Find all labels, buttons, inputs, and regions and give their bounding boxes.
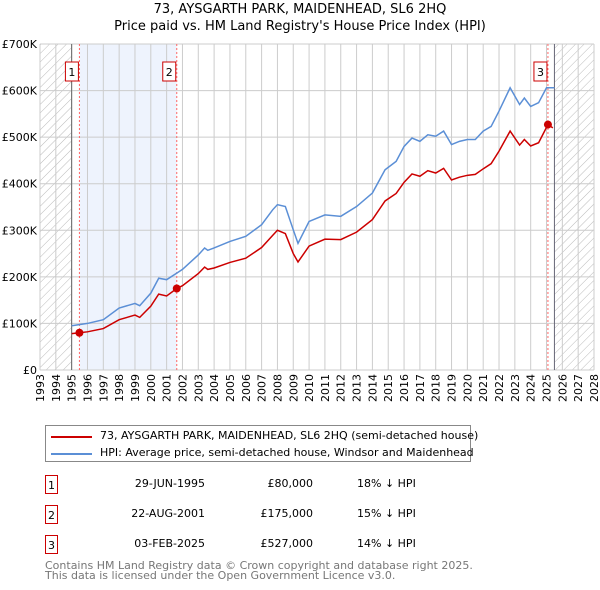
x-tick-label: 2002 — [176, 374, 189, 402]
sale-label-number: 1 — [68, 66, 75, 79]
sale-point — [543, 120, 552, 129]
y-tick-label: £700K — [2, 38, 38, 51]
sale-date: 03-FEB-2025 — [134, 537, 205, 550]
sale-hpi-diff: 18% ↓ HPI — [357, 477, 416, 490]
sale-price: £175,000 — [260, 507, 314, 520]
footer-copyright: Contains HM Land Registry data © Crown c… — [45, 559, 473, 572]
y-tick-label: £300K — [2, 224, 38, 237]
sale-price: £80,000 — [267, 477, 314, 490]
x-tick-label: 2020 — [461, 374, 474, 402]
x-tick-label: 1997 — [97, 374, 110, 402]
sale-badge: 3 — [45, 535, 58, 554]
x-tick-label: 2015 — [382, 374, 395, 402]
sale-row: 2 22-AUG-2001 £175,000 15% ↓ HPI — [45, 505, 445, 525]
x-tick-label: 2003 — [192, 374, 205, 402]
sale-label-box — [64, 61, 79, 82]
hatched-region — [554, 44, 594, 370]
y-tick-label: £400K — [2, 178, 38, 191]
sale-point — [75, 328, 84, 337]
x-tick-label: 2024 — [525, 374, 538, 402]
legend-swatch-red — [51, 436, 92, 438]
x-tick-label: 2022 — [493, 374, 506, 402]
chart-title: 73, AYSGARTH PARK, MAIDENHEAD, SL6 2HQ — [153, 2, 447, 17]
x-tick-label: 2013 — [351, 374, 364, 402]
x-tick-label: 2028 — [588, 374, 600, 402]
x-tick-label: 2007 — [256, 374, 269, 402]
chart-subtitle: Price paid vs. HM Land Registry's House … — [114, 19, 486, 34]
x-tick-label: 1994 — [50, 374, 63, 402]
x-tick-label: 2021 — [477, 374, 490, 402]
legend-label: 73, AYSGARTH PARK, MAIDENHEAD, SL6 2HQ (… — [100, 429, 479, 442]
x-tick-label: 2017 — [414, 374, 427, 402]
plot-area: 1993 1994 1995 1996 1997 1998 1999 2000 2001 2002… — [2, 38, 600, 402]
shaded-region — [79, 44, 177, 370]
sale-point — [172, 284, 181, 293]
sale-row: 3 03-FEB-2025 £527,000 14% ↓ HPI — [45, 535, 445, 555]
legend-label: HPI: Average price, semi-detached house,… — [100, 446, 474, 459]
sale-price: £527,000 — [260, 537, 314, 550]
sale-hpi-diff: 14% ↓ HPI — [357, 537, 416, 550]
y-tick-label: £200K — [2, 271, 38, 284]
legend: 73, AYSGARTH PARK, MAIDENHEAD, SL6 2HQ (… — [45, 425, 478, 462]
sale-date: 29-JUN-1995 — [134, 477, 205, 490]
x-tick-label: 2018 — [430, 374, 443, 402]
x-tick-label: 2014 — [366, 374, 379, 402]
x-tick-label: 1998 — [113, 374, 126, 402]
x-tick-label: 2011 — [319, 374, 332, 402]
x-tick-label: 2019 — [446, 374, 459, 402]
x-tick-label: 2000 — [145, 374, 158, 402]
y-tick-label: £600K — [2, 85, 38, 98]
x-tick-label: 2026 — [556, 374, 569, 402]
y-tick-label: £500K — [2, 131, 38, 144]
property-price-line — [71, 123, 554, 335]
y-tick-label: £0 — [23, 364, 37, 377]
x-tick-label: 2006 — [240, 374, 253, 402]
footer-licence: This data is licensed under the Open Gov… — [45, 569, 396, 582]
sale-row: 1 29-JUN-1995 £80,000 18% ↓ HPI — [45, 475, 445, 495]
x-tick-label: 2016 — [398, 374, 411, 402]
x-tick-label: 2023 — [509, 374, 522, 402]
y-tick-label: £100K — [2, 317, 38, 330]
x-tick-label: 1999 — [129, 374, 142, 402]
x-tick-label: 2010 — [303, 374, 316, 402]
legend-swatch-blue — [51, 453, 92, 455]
x-tick-label: 2004 — [208, 374, 221, 402]
x-tick-label: 2001 — [161, 374, 174, 402]
sale-badge: 1 — [45, 475, 58, 494]
hpi-line — [71, 86, 555, 327]
sale-date: 22-AUG-2001 — [131, 507, 205, 520]
x-tick-label: 2005 — [224, 374, 237, 402]
sale-label-number: 2 — [166, 66, 173, 79]
x-tick-label: 2009 — [287, 374, 300, 402]
sale-label-box — [533, 61, 548, 82]
x-tick-label: 1996 — [81, 374, 94, 402]
sale-badge: 2 — [45, 505, 58, 524]
x-tick-label: 1993 — [34, 374, 47, 402]
x-tick-label: 2012 — [335, 374, 348, 402]
sale-hpi-diff: 15% ↓ HPI — [357, 507, 416, 520]
x-tick-label: 2027 — [572, 374, 585, 402]
x-tick-label: 2008 — [271, 374, 284, 402]
sale-label-number: 3 — [537, 66, 544, 79]
sale-label-box — [162, 61, 177, 82]
x-tick-label: 2025 — [541, 374, 554, 402]
x-tick-label: 1995 — [66, 374, 79, 402]
